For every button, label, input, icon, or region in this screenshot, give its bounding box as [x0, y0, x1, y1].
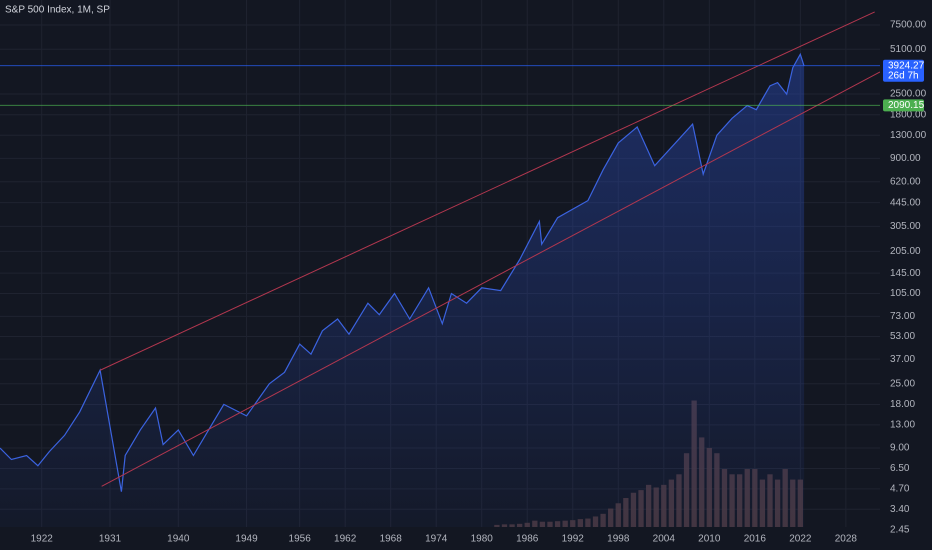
y-tick-label: 73.00: [890, 311, 915, 322]
y-tick-label: 37.00: [890, 354, 915, 365]
y-tick-label: 5100.00: [890, 44, 927, 55]
y-tick-label: 18.00: [890, 399, 915, 410]
price-area: [0, 54, 805, 528]
price-axis-strip: [880, 0, 932, 550]
y-tick-label: 2.45: [890, 525, 910, 536]
y-tick-label: 3.40: [890, 504, 910, 515]
y-tick-label: 1300.00: [890, 130, 927, 141]
y-tick-label: 620.00: [890, 176, 921, 187]
x-tick-label: 1931: [99, 534, 122, 545]
x-tick-label: 2016: [744, 534, 767, 545]
y-tick-label: 445.00: [890, 197, 921, 208]
x-tick-label: 1922: [31, 534, 54, 545]
y-tick-label: 305.00: [890, 221, 921, 232]
x-tick-label: 1986: [516, 534, 539, 545]
x-tick-label: 1974: [425, 534, 448, 545]
x-tick-label: 1968: [380, 534, 403, 545]
x-tick-label: 1998: [607, 534, 630, 545]
y-tick-label: 105.00: [890, 288, 921, 299]
x-tick-label: 2010: [698, 534, 721, 545]
x-tick-label: 1980: [471, 534, 494, 545]
x-tick-label: 1992: [562, 534, 585, 545]
x-tick-label: 1956: [289, 534, 312, 545]
y-tick-label: 205.00: [890, 246, 921, 257]
countdown-label: 26d 7h: [888, 70, 919, 81]
x-tick-label: 2022: [789, 534, 812, 545]
y-tick-label: 2500.00: [890, 89, 927, 100]
y-tick-label: 25.00: [890, 378, 915, 389]
price-label-box: [883, 99, 924, 112]
y-tick-label: 145.00: [890, 268, 921, 279]
y-tick-label: 9.00: [890, 443, 910, 454]
x-tick-label: 1962: [334, 534, 357, 545]
trend-line: [101, 71, 881, 487]
plot-area: [0, 11, 881, 528]
x-tick-label: 2004: [653, 534, 676, 545]
price-label-box: [883, 59, 924, 82]
y-tick-label: 900.00: [890, 153, 921, 164]
y-tick-label: 6.50: [890, 463, 910, 474]
price-label: 3924.27: [888, 60, 925, 71]
chart-title: S&P 500 Index, 1M, SP: [5, 5, 110, 16]
y-tick-label: 4.70: [890, 484, 910, 495]
x-axis-strip: [0, 527, 932, 550]
price-line: [0, 52, 805, 492]
trend-line: [99, 11, 875, 371]
x-tick-label: 1940: [167, 534, 190, 545]
axes: 7500.00 5100.00 2500.00 1800.00 1300.00 900.0…: [31, 20, 927, 545]
y-tick-label: 1800.00: [890, 109, 927, 120]
y-tick-label: 13.00: [890, 420, 915, 431]
y-tick-label: 53.00: [890, 331, 915, 342]
y-tick-label: 7500.00: [890, 20, 927, 31]
x-tick-label: 1949: [235, 534, 258, 545]
x-tick-label: 2028: [835, 534, 858, 545]
price-label: 2090.15: [888, 100, 925, 111]
